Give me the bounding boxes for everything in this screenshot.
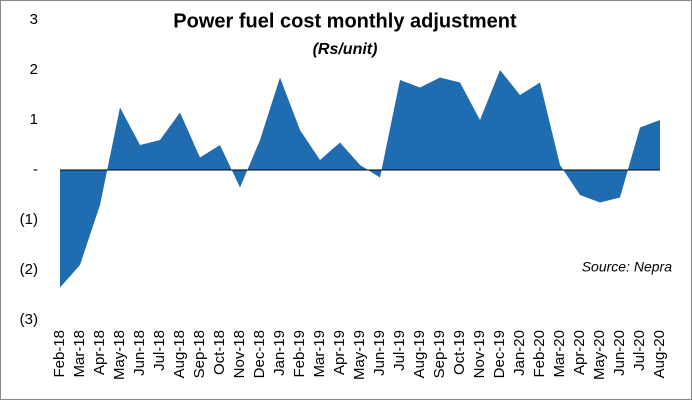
y-tick-label: 1 [30, 111, 38, 128]
y-tick-label: - [33, 161, 38, 178]
chart-subtitle: (Rs/unit) [313, 41, 378, 58]
x-tick-label: Jul-19 [391, 330, 408, 371]
x-tick-label: Jan-20 [511, 330, 528, 376]
x-tick-label: Apr-20 [571, 330, 588, 375]
y-tick-label: (2) [20, 261, 38, 278]
area [60, 70, 660, 288]
x-tick-label: Mar-19 [311, 330, 328, 378]
x-tick-label: Jan-19 [271, 330, 288, 376]
x-tick-label: Apr-18 [91, 330, 108, 375]
y-tick-label: (3) [20, 311, 38, 328]
y-tick-label: (1) [20, 211, 38, 228]
x-tick-label: Nov-19 [471, 330, 488, 378]
x-tick-label: Apr-19 [331, 330, 348, 375]
x-tick-label: Jul-18 [151, 330, 168, 371]
x-tick-label: May-18 [111, 330, 128, 380]
x-tick-label: Dec-19 [491, 330, 508, 378]
x-tick-label: Aug-20 [651, 330, 668, 378]
x-tick-label: Feb-20 [531, 330, 548, 378]
x-tick-label: Feb-18 [51, 330, 68, 378]
x-tick-label: Jun-20 [611, 330, 628, 376]
chart-title: Power fuel cost monthly adjustment [173, 10, 517, 32]
x-tick-label: May-20 [591, 330, 608, 380]
x-tick-label: Jun-19 [371, 330, 388, 376]
source-note: Source: Nepra [582, 259, 672, 275]
x-tick-label: Sep-18 [191, 330, 208, 378]
x-tick-label: Oct-18 [211, 330, 228, 375]
x-tick-label: Sep-19 [431, 330, 448, 378]
x-tick-label: Dec-18 [251, 330, 268, 378]
x-tick-label: Aug-18 [171, 330, 188, 378]
x-tick-label: Mar-18 [71, 330, 88, 378]
y-tick-label: 3 [30, 11, 38, 28]
x-tick-label: Mar-20 [551, 330, 568, 378]
x-tick-label: May-19 [351, 330, 368, 380]
x-tick-label: Feb-19 [291, 330, 308, 378]
x-tick-label: Oct-19 [451, 330, 468, 375]
x-tick-label: Jul-20 [631, 330, 648, 371]
x-tick-label: Aug-19 [411, 330, 428, 378]
y-tick-label: 2 [30, 61, 38, 78]
x-tick-label: Jun-18 [131, 330, 148, 376]
x-tick-label: Nov-18 [231, 330, 248, 378]
